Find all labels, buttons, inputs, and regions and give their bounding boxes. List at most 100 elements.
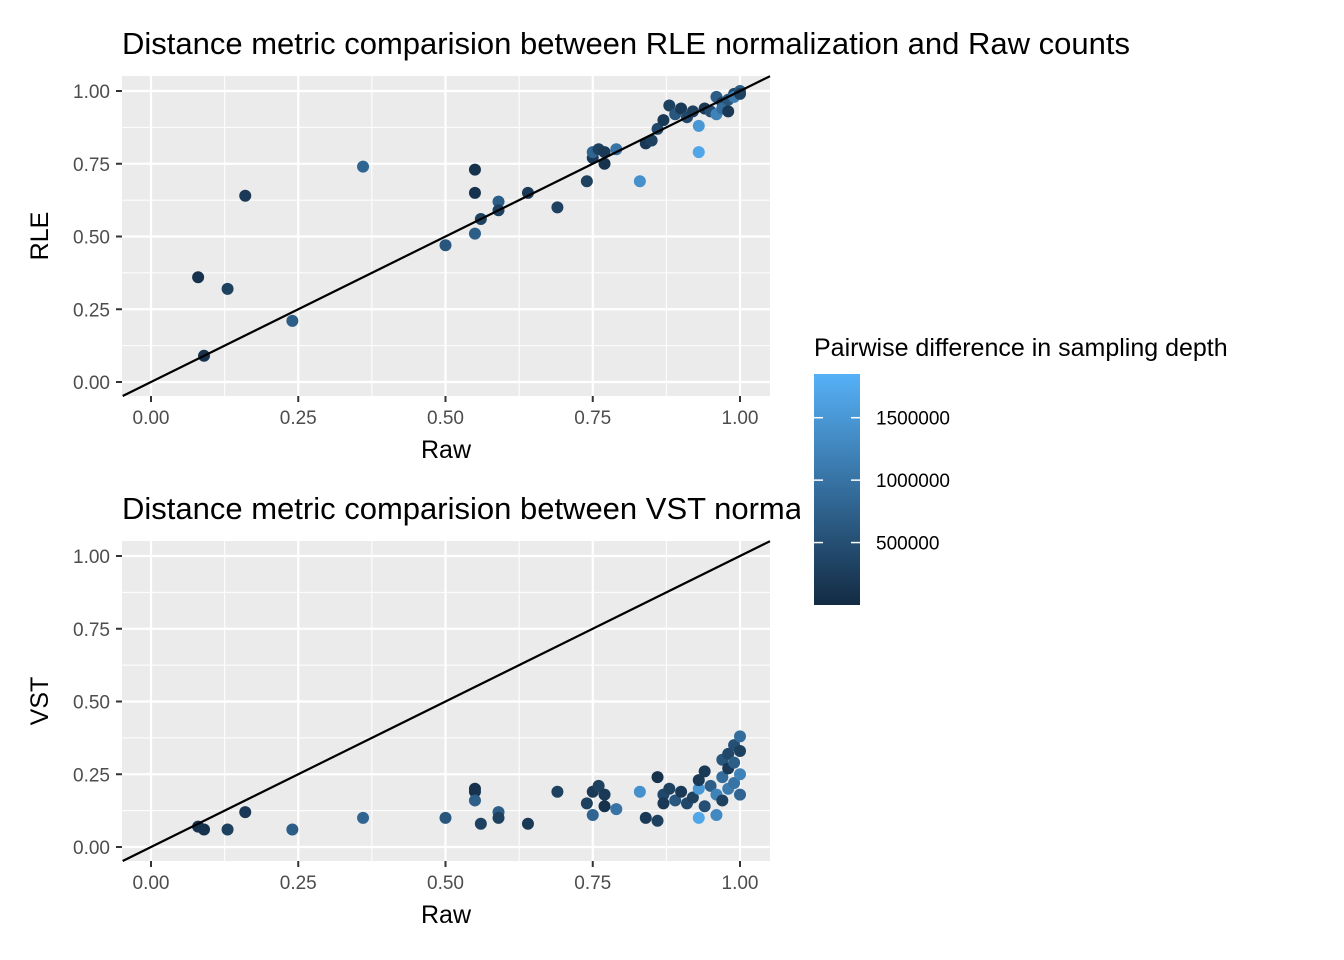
x-tick-label: 0.00	[133, 408, 170, 429]
data-point	[704, 779, 717, 792]
data-point	[286, 314, 299, 327]
data-point	[698, 800, 711, 813]
y-tick-label: 0.50	[73, 693, 110, 714]
data-point	[492, 811, 505, 824]
y-tick-label: 0.50	[73, 228, 110, 249]
data-point	[357, 811, 370, 824]
chart-vst-points	[192, 730, 746, 836]
y-tick-label: 1.00	[73, 547, 110, 568]
data-point	[221, 823, 234, 836]
color-legend: Pairwise difference in sampling depth 15…	[800, 330, 1344, 620]
y-tick-label: 1.00	[73, 82, 110, 103]
data-point	[722, 747, 735, 760]
data-point	[728, 756, 741, 769]
data-point	[639, 811, 652, 824]
data-point	[651, 814, 664, 827]
y-tick-label: 0.00	[73, 838, 110, 859]
data-point	[663, 99, 676, 112]
data-point	[734, 788, 746, 801]
data-point	[675, 102, 688, 115]
reference-line	[122, 75, 771, 397]
y-tick-label: 0.25	[73, 765, 110, 786]
x-tick-label: 0.00	[133, 873, 170, 894]
x-tick-label: 0.25	[280, 873, 317, 894]
data-point	[734, 730, 746, 743]
data-point	[645, 134, 658, 147]
data-point	[651, 771, 664, 784]
data-point	[439, 239, 452, 252]
x-tick-label: 0.75	[574, 408, 611, 429]
data-point	[734, 87, 746, 100]
data-point	[716, 794, 729, 807]
x-tick-label: 1.00	[722, 408, 759, 429]
data-point	[521, 186, 534, 199]
legend-tick-label: 1000000	[876, 471, 950, 492]
chart-vst-y-axis: 0.00 0.25 0.50 0.75 1.00	[73, 547, 122, 859]
data-point	[592, 779, 605, 792]
chart-rle-ylabel: RLE	[26, 212, 54, 261]
legend-colorbar	[814, 374, 860, 605]
data-point	[728, 776, 741, 789]
chart-rle-x-axis: 0.00 0.25 0.50 0.75 1.00	[133, 396, 759, 429]
legend-title: Pairwise difference in sampling depth	[814, 334, 1228, 362]
reference-line	[122, 540, 771, 862]
data-point	[692, 119, 705, 132]
data-point	[698, 765, 711, 778]
chart-vst-grid	[122, 541, 770, 861]
data-point	[198, 823, 211, 836]
data-point	[468, 785, 481, 798]
y-tick-label: 0.75	[73, 155, 110, 176]
data-point	[551, 785, 564, 798]
data-point	[610, 803, 623, 816]
data-point	[734, 768, 746, 781]
data-point	[657, 114, 670, 127]
x-tick-label: 0.50	[427, 873, 464, 894]
data-point	[657, 797, 670, 810]
data-point	[221, 282, 234, 295]
legend-ticks: 1500000 1000000 500000	[814, 409, 950, 555]
data-point	[692, 782, 705, 795]
data-point	[521, 817, 534, 830]
x-tick-label: 0.50	[427, 408, 464, 429]
data-point	[734, 744, 746, 757]
chart-rle-y-axis: 0.00 0.25 0.50 0.75 1.00	[73, 82, 122, 394]
data-point	[468, 227, 481, 240]
chart-vst: Distance metric comparision between VST …	[26, 491, 1129, 929]
data-point	[651, 122, 664, 135]
y-tick-label: 0.25	[73, 300, 110, 321]
x-tick-label: 0.25	[280, 408, 317, 429]
data-point	[686, 791, 699, 804]
data-point	[239, 189, 252, 202]
chart-vst-reference	[122, 540, 771, 862]
chart-vst-xlabel: Raw	[421, 901, 472, 929]
data-point	[586, 808, 599, 821]
data-point	[598, 146, 611, 159]
data-point	[468, 163, 481, 176]
data-point	[692, 146, 705, 159]
chart-rle: Distance metric comparision between RLE …	[26, 26, 1130, 464]
data-point	[439, 811, 452, 824]
chart-vst-x-axis: 0.00 0.25 0.50 0.75 1.00	[133, 861, 759, 894]
data-point	[663, 782, 676, 795]
data-point	[669, 794, 682, 807]
data-point	[239, 806, 252, 819]
data-point	[722, 105, 735, 118]
data-point	[357, 160, 370, 173]
data-point	[580, 175, 593, 188]
data-point	[580, 797, 593, 810]
data-point	[598, 788, 611, 801]
data-point	[468, 794, 481, 807]
x-tick-label: 1.00	[722, 873, 759, 894]
y-tick-label: 0.00	[73, 373, 110, 394]
data-point	[598, 157, 611, 170]
x-tick-label: 0.75	[574, 873, 611, 894]
chart-rle-title: Distance metric comparision between RLE …	[122, 26, 1130, 61]
data-point	[610, 143, 623, 156]
data-point	[598, 800, 611, 813]
chart-rle-reference	[122, 75, 771, 397]
chart-rle-xlabel: Raw	[421, 436, 472, 464]
data-point	[692, 774, 705, 787]
data-point	[468, 186, 481, 199]
data-point	[474, 817, 487, 830]
